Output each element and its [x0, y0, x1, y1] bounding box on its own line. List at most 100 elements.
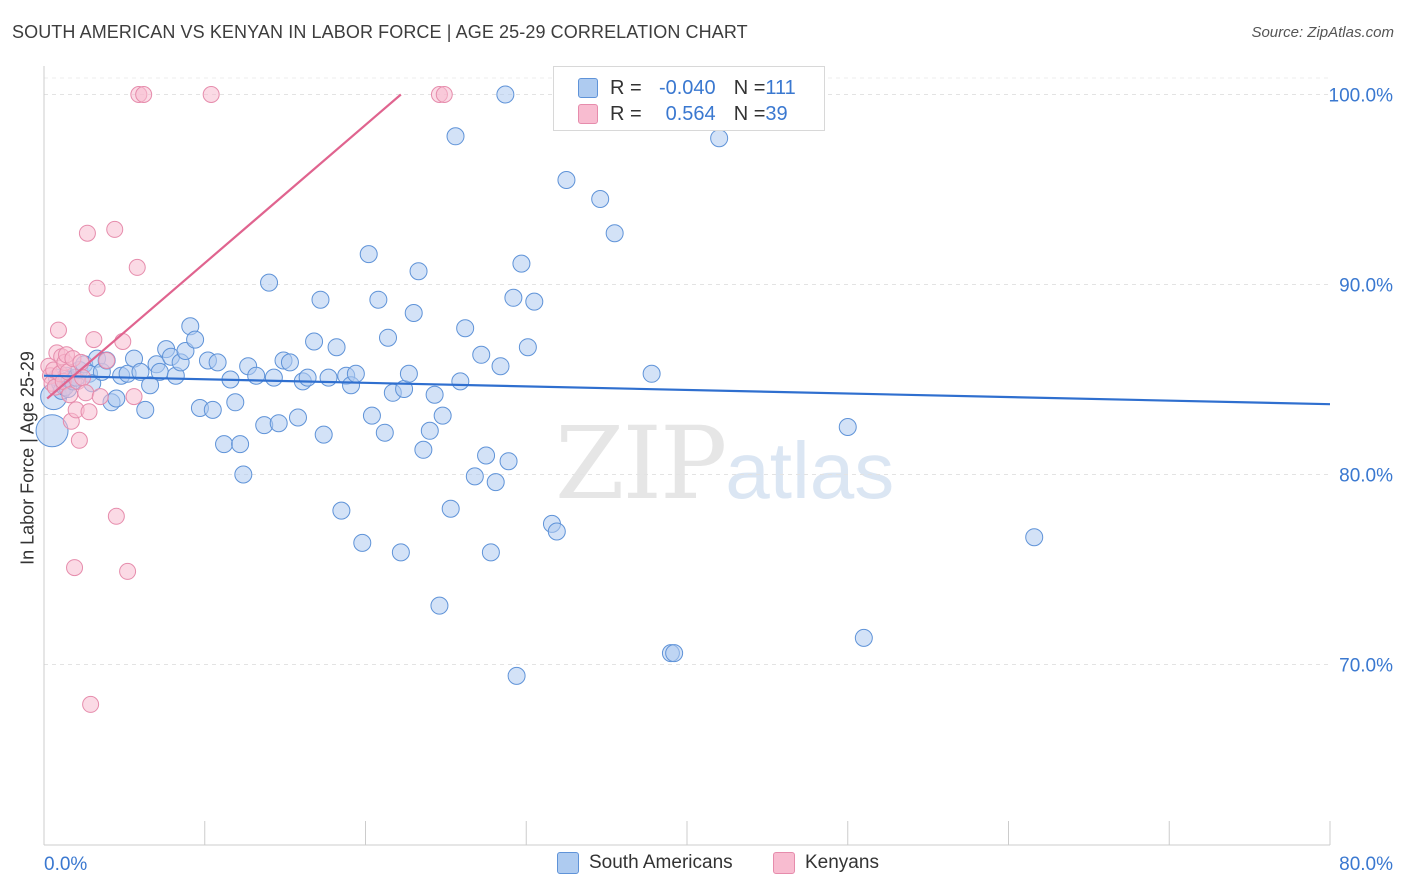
- data-point-kenyan: [72, 353, 90, 371]
- data-point-south-american: [525, 292, 544, 311]
- data-point-south-american: [854, 628, 873, 647]
- legend-row-south-americans: R = -0.040 N = 111: [578, 75, 796, 101]
- data-point-south-american: [496, 85, 515, 104]
- data-point-south-american: [838, 418, 857, 436]
- data-point-kenyan: [125, 388, 143, 406]
- data-point-south-american: [247, 366, 266, 385]
- data-point-kenyan: [202, 86, 220, 103]
- data-point-south-american: [298, 368, 317, 387]
- watermark: ZIPatlas: [555, 405, 894, 522]
- x-tick-label: 80.0%: [1339, 854, 1393, 875]
- data-point-kenyan: [119, 562, 137, 580]
- bottom-swatch-south-americans: [557, 852, 579, 874]
- data-point-south-american: [512, 254, 531, 273]
- data-point-south-american: [35, 414, 69, 448]
- legend-r-label: R =: [610, 102, 642, 125]
- data-point-kenyan: [114, 333, 132, 350]
- data-point-south-american: [203, 400, 222, 419]
- data-point-south-american: [369, 290, 388, 309]
- legend-swatch-south-americans: [578, 78, 598, 98]
- data-point-kenyan: [77, 384, 95, 402]
- bottom-legend-label: Kenyans: [805, 852, 879, 873]
- data-point-south-american: [311, 290, 330, 309]
- data-point-kenyan: [435, 86, 453, 103]
- data-point-south-american: [451, 372, 470, 391]
- legend-n-label: N =: [733, 102, 766, 125]
- x-tick-label: 0.0%: [44, 854, 87, 875]
- data-point-south-american: [518, 338, 537, 357]
- data-point-kenyan: [106, 220, 124, 238]
- data-point-kenyan: [85, 331, 103, 349]
- data-point-south-american: [260, 273, 279, 292]
- y-axis-label: In Labor Force | Age 25-29: [17, 351, 38, 565]
- data-point-south-american: [327, 338, 346, 357]
- legend-n-value: 39: [765, 102, 788, 125]
- data-point-kenyan: [78, 224, 96, 242]
- legend-r-value: -0.040: [658, 76, 716, 99]
- data-point-south-american: [491, 357, 510, 376]
- data-point-south-american: [231, 435, 250, 454]
- data-point-kenyan: [66, 559, 84, 577]
- data-point-south-american: [107, 389, 126, 408]
- data-point-south-american: [305, 332, 324, 351]
- data-point-kenyan: [82, 695, 100, 713]
- data-point-south-american: [665, 644, 684, 663]
- data-point-south-american: [433, 406, 452, 425]
- trendline-kenyans: [46, 93, 402, 400]
- data-point-south-american: [465, 467, 484, 486]
- data-point-south-american: [319, 368, 338, 387]
- data-point-south-american: [280, 353, 299, 372]
- legend-n-value: 111: [765, 76, 796, 99]
- y-tick-label: 80.0%: [1339, 466, 1393, 487]
- data-point-south-american: [425, 385, 444, 404]
- correlation-legend: R = -0.040 N = 111 R = 0.564 N = 39: [553, 66, 825, 131]
- data-point-south-american: [288, 408, 307, 427]
- data-point-south-american: [409, 262, 428, 281]
- legend-row-kenyans: R = 0.564 N = 39: [578, 101, 788, 127]
- data-point-south-american: [441, 499, 460, 518]
- data-point-south-american: [557, 171, 576, 189]
- data-point-south-american: [131, 362, 150, 381]
- data-point-south-american: [477, 446, 496, 465]
- legend-swatch-kenyans: [578, 104, 598, 124]
- data-point-south-american: [499, 452, 518, 471]
- data-point-kenyan: [70, 431, 88, 449]
- data-point-south-american: [379, 328, 398, 347]
- data-point-kenyan: [98, 352, 116, 369]
- data-point-south-american: [362, 406, 381, 425]
- data-point-south-american: [507, 666, 526, 685]
- legend-n-label: N =: [733, 76, 766, 99]
- data-point-south-american: [215, 435, 234, 454]
- data-point-south-american: [420, 421, 439, 440]
- data-point-kenyan: [107, 507, 125, 525]
- data-point-kenyan: [135, 86, 153, 103]
- data-point-south-american: [375, 423, 394, 442]
- data-point-south-american: [430, 596, 449, 615]
- data-point-south-american: [446, 127, 465, 146]
- data-point-south-american: [547, 522, 566, 541]
- data-point-south-american: [710, 129, 729, 148]
- data-point-south-american: [186, 330, 205, 349]
- data-point-south-american: [208, 353, 227, 372]
- y-tick-label: 100.0%: [1329, 86, 1394, 107]
- trendline-south-americans: [43, 374, 1331, 406]
- data-point-kenyan: [128, 258, 146, 276]
- data-point-south-american: [226, 393, 245, 412]
- watermark-atlas: atlas: [725, 426, 895, 515]
- bottom-legend-south-americans: South Americans: [557, 852, 733, 874]
- data-point-kenyan: [49, 321, 67, 339]
- data-point-south-american: [456, 319, 475, 338]
- data-point-south-american: [234, 465, 253, 484]
- data-point-kenyan: [80, 403, 98, 421]
- watermark-zip: ZIP: [555, 405, 727, 522]
- data-point-south-american: [605, 224, 624, 243]
- data-point-kenyan: [88, 279, 106, 297]
- chart-title: SOUTH AMERICAN VS KENYAN IN LABOR FORCE …: [12, 22, 748, 42]
- data-point-south-american: [141, 376, 160, 395]
- y-tick-label: 90.0%: [1339, 276, 1393, 297]
- data-point-south-american: [481, 543, 500, 562]
- bottom-swatch-kenyans: [773, 852, 795, 874]
- source-credit: Source: ZipAtlas.com: [1251, 24, 1394, 41]
- data-point-south-american: [399, 364, 418, 383]
- data-point-south-american: [332, 501, 351, 520]
